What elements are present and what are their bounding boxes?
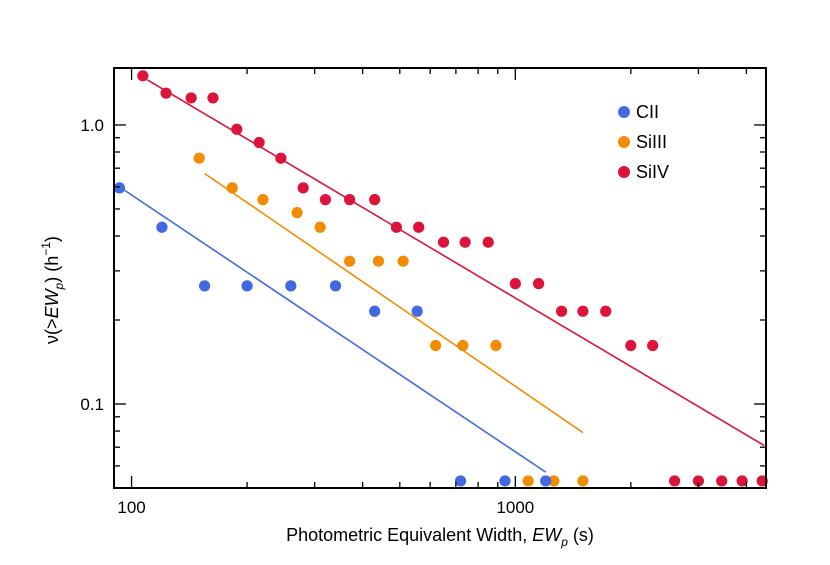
legend: CII SiIII SiIV	[618, 102, 669, 182]
point-siiv-6	[275, 152, 287, 164]
point-siiv-12	[413, 221, 425, 233]
point-siiv-5	[253, 136, 265, 149]
point-siiii-0	[193, 152, 205, 164]
fit-line-siiv	[147, 79, 765, 447]
axis-ticks	[113, 68, 766, 489]
point-siiv-20	[600, 305, 612, 317]
point-siiv-2	[185, 92, 197, 104]
point-siiv-15	[482, 236, 494, 248]
point-siiv-14	[459, 236, 471, 248]
point-siiv-22	[647, 339, 659, 352]
x-tick-label-1000: 1000	[496, 498, 534, 517]
point-siiv-0	[137, 70, 149, 82]
x-axis-title-var: EW	[532, 525, 563, 545]
point-siiv-8	[319, 194, 332, 206]
legend-label-cii: CII	[636, 102, 659, 122]
y-tick-label-0-1: 0.1	[80, 395, 104, 414]
point-siiii-4	[314, 221, 326, 233]
plot-frame	[113, 67, 767, 489]
point-cii-2	[199, 280, 211, 292]
point-siiii-7	[397, 255, 409, 267]
point-siiv-16	[509, 278, 521, 290]
x-axis-title: Photometric Equivalent Width, EWp (s)	[286, 525, 594, 549]
point-siiii-9	[457, 339, 469, 352]
legend-marker-siiii	[618, 136, 630, 148]
point-cii-5	[329, 280, 342, 292]
fit-lines	[119, 79, 765, 473]
point-siiii-11	[522, 475, 534, 487]
point-siiv-24	[692, 475, 705, 487]
point-siiv-3	[207, 92, 219, 104]
point-siiii-13	[577, 475, 589, 487]
point-siiv-13	[437, 236, 450, 248]
point-siiv-23	[668, 475, 681, 487]
data-points	[113, 70, 768, 487]
point-siiv-17	[533, 278, 545, 290]
point-siiii-5	[344, 255, 356, 267]
tick-labels: 100 1000 0.1 1.0	[80, 116, 534, 517]
fit-line-siiii	[204, 172, 584, 434]
y-axis-title-sub: p	[52, 282, 66, 290]
legend-marker-siiv	[618, 166, 630, 178]
point-siiv-21	[625, 339, 637, 352]
legend-label-siiv: SiIV	[636, 162, 669, 182]
legend-marker-cii	[618, 106, 630, 118]
point-cii-6	[369, 305, 381, 317]
point-siiv-10	[369, 194, 381, 206]
point-siiv-1	[160, 87, 172, 99]
x-axis-title-main: Photometric Equivalent Width,	[286, 525, 532, 545]
point-cii-10	[540, 475, 552, 487]
y-axis-title-var: EW	[42, 287, 62, 318]
point-siiii-3	[291, 207, 303, 219]
legend-label-siiii: SiIII	[636, 132, 667, 152]
point-cii-3	[241, 280, 253, 292]
point-cii-1	[156, 221, 168, 233]
point-siiv-25	[716, 475, 728, 487]
point-siiii-8	[430, 339, 442, 352]
point-siiv-7	[297, 182, 309, 194]
point-siiv-9	[344, 194, 356, 206]
x-tick-label-100: 100	[117, 498, 145, 517]
y-axis-title-sup: −1	[39, 242, 53, 256]
point-siiv-4	[231, 123, 243, 135]
point-cii-0	[113, 182, 126, 194]
y-axis-title: ν(>EWp) (h−1)	[39, 236, 66, 344]
point-siiii-1	[226, 182, 238, 194]
point-siiv-11	[390, 221, 403, 233]
point-siiii-6	[372, 255, 385, 267]
point-siiv-26	[736, 475, 748, 487]
y-axis-title-post: )	[42, 236, 62, 242]
fit-line-cii	[119, 186, 547, 473]
point-siiii-2	[257, 194, 269, 206]
point-siiii-12	[548, 475, 560, 487]
point-cii-8	[454, 475, 467, 487]
point-cii-9	[499, 475, 511, 487]
y-axis-title-pre: ν(>	[42, 318, 62, 344]
y-axis-title-mid: ) (h	[42, 256, 62, 283]
point-siiv-19	[577, 305, 589, 317]
y-tick-label-1-0: 1.0	[80, 116, 104, 135]
x-axis-title-sub: p	[560, 535, 568, 549]
point-cii-4	[285, 280, 297, 292]
point-siiii-10	[490, 339, 502, 352]
point-cii-7	[411, 305, 423, 317]
point-siiv-18	[555, 305, 568, 317]
x-axis-title-unit: (s)	[568, 525, 594, 545]
